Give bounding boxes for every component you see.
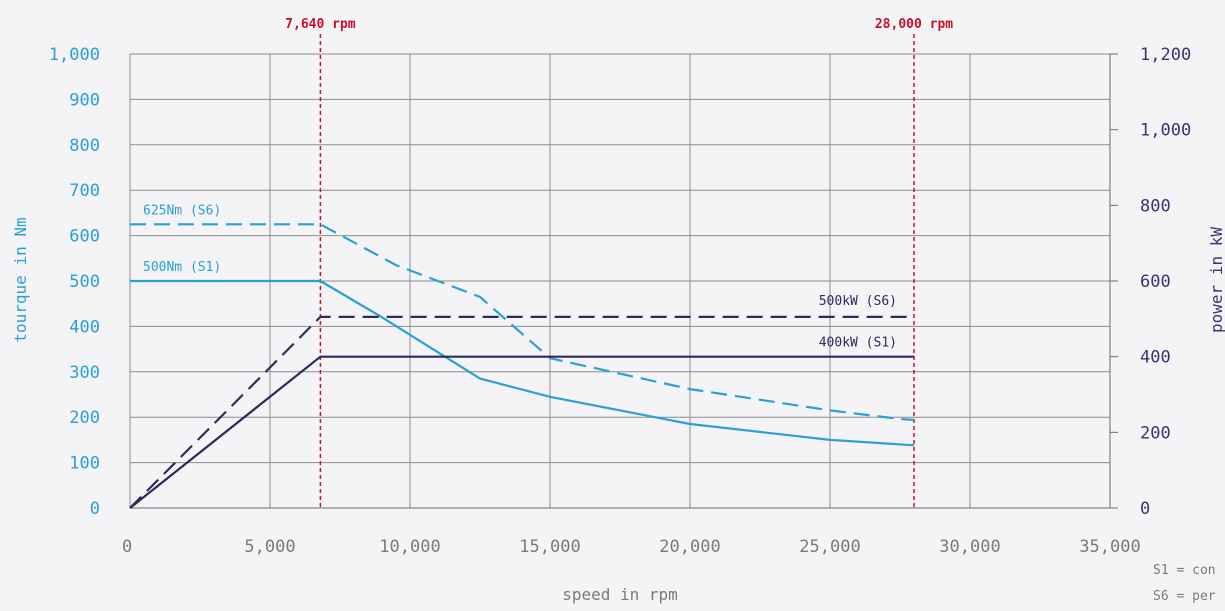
series bbox=[129, 223, 915, 509]
series-label: 500kW (S6) bbox=[819, 294, 897, 309]
x-tick-label: 0 bbox=[122, 537, 132, 557]
labels: 7,640 rpm 28,000 rpm 500Nm (S1) 625Nm (S6) 4… bbox=[143, 17, 953, 351]
left-tick-label: 200 bbox=[69, 408, 100, 428]
series-label: 400kW (S1) bbox=[819, 336, 897, 351]
left-tick-label: 700 bbox=[69, 181, 100, 201]
right-axis-title: power in kW bbox=[1207, 227, 1225, 333]
rpm-marker-label: 7,640 rpm bbox=[285, 17, 356, 32]
series-line-500kw-s6- bbox=[129, 315, 914, 509]
series-label: 625Nm (S6) bbox=[143, 203, 221, 218]
x-tick-label: 30,000 bbox=[939, 537, 1000, 557]
series-line-400kw-s1- bbox=[129, 355, 914, 509]
footnote-s6: S6 = per bbox=[1153, 589, 1216, 604]
series-label: 500Nm (S1) bbox=[143, 260, 221, 275]
left-axis-title: tourque in Nm bbox=[11, 217, 30, 342]
series-line-625nm-s6- bbox=[130, 223, 915, 421]
right-tick-label: 1,200 bbox=[1140, 45, 1191, 65]
x-axis-title: speed in rpm bbox=[562, 585, 678, 604]
rpm-markers bbox=[319, 34, 915, 508]
rpm-marker-label: 28,000 rpm bbox=[875, 17, 953, 32]
left-tick-label: 1,000 bbox=[49, 45, 100, 65]
x-tick-label: 20,000 bbox=[659, 537, 720, 557]
x-tick-label: 15,000 bbox=[519, 537, 580, 557]
left-tick-label: 900 bbox=[69, 90, 100, 110]
x-tick-label: 25,000 bbox=[799, 537, 860, 557]
series-line-500nm-s1- bbox=[130, 279, 915, 447]
ticks: 0 100 200 300 400 500 600 700 800 900 1,000 0 5,000 1… bbox=[49, 45, 1191, 557]
right-tick-label: 0 bbox=[1140, 499, 1150, 519]
footnote-s1: S1 = con bbox=[1153, 563, 1216, 578]
x-tick-label: 5,000 bbox=[244, 537, 295, 557]
left-tick-label: 400 bbox=[69, 317, 100, 337]
right-tick-label: 400 bbox=[1140, 348, 1171, 368]
right-tick-label: 800 bbox=[1140, 196, 1171, 216]
right-tick-label: 200 bbox=[1140, 423, 1171, 443]
left-tick-label: 500 bbox=[69, 272, 100, 292]
left-tick-label: 300 bbox=[69, 363, 100, 383]
left-tick-label: 0 bbox=[90, 499, 100, 519]
right-tick-label: 600 bbox=[1140, 272, 1171, 292]
left-tick-label: 600 bbox=[69, 227, 100, 247]
right-tick-label: 1,000 bbox=[1140, 121, 1191, 141]
x-tick-label: 10,000 bbox=[379, 537, 440, 557]
x-tick-label: 35,000 bbox=[1079, 537, 1140, 557]
left-tick-label: 800 bbox=[69, 136, 100, 156]
left-tick-label: 100 bbox=[69, 454, 100, 474]
